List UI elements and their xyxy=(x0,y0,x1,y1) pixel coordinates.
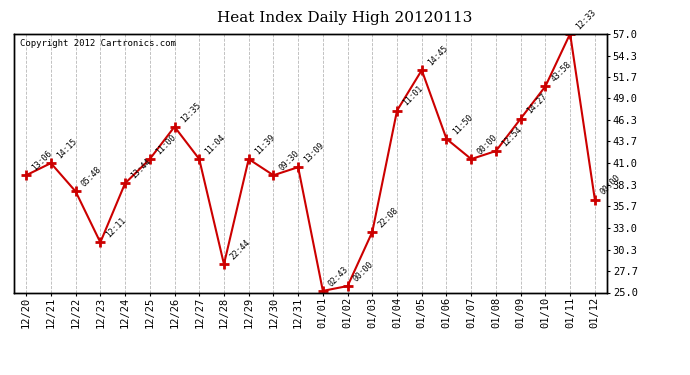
Text: 02:43: 02:43 xyxy=(327,264,351,288)
Text: Heat Index Daily High 20120113: Heat Index Daily High 20120113 xyxy=(217,11,473,25)
Text: 11:39: 11:39 xyxy=(253,133,277,156)
Text: 22:08: 22:08 xyxy=(377,206,400,229)
Text: 14:45: 14:45 xyxy=(426,44,449,68)
Text: 09:30: 09:30 xyxy=(277,149,301,172)
Text: 12:54: 12:54 xyxy=(500,124,524,148)
Text: 00:00: 00:00 xyxy=(599,173,622,197)
Text: 05:48: 05:48 xyxy=(80,165,104,189)
Text: 14:27: 14:27 xyxy=(525,92,549,116)
Text: 13:09: 13:09 xyxy=(302,141,326,164)
Text: 11:00: 11:00 xyxy=(154,133,177,156)
Text: 12:35: 12:35 xyxy=(179,100,202,124)
Text: 11:50: 11:50 xyxy=(451,112,474,136)
Text: 11:01: 11:01 xyxy=(401,84,425,108)
Text: 11:04: 11:04 xyxy=(204,133,227,156)
Text: 00:00: 00:00 xyxy=(352,260,375,283)
Text: 13:06: 13:06 xyxy=(30,149,54,172)
Text: 43:58: 43:58 xyxy=(549,60,573,84)
Text: 00:00: 00:00 xyxy=(475,133,499,156)
Text: 12:33: 12:33 xyxy=(574,8,598,31)
Text: 12:11: 12:11 xyxy=(104,216,128,240)
Text: Copyright 2012 Cartronics.com: Copyright 2012 Cartronics.com xyxy=(20,39,176,48)
Text: 22:44: 22:44 xyxy=(228,238,252,261)
Text: 14:15: 14:15 xyxy=(55,137,79,160)
Text: 13:44: 13:44 xyxy=(129,157,152,180)
